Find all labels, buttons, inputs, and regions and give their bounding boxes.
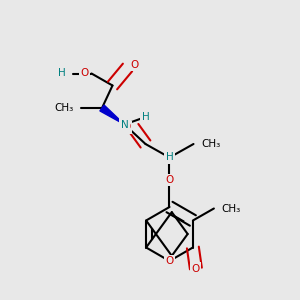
Text: CH₃: CH₃: [54, 103, 74, 113]
Polygon shape: [100, 105, 124, 124]
Text: CH₃: CH₃: [221, 203, 241, 214]
Text: CH₃: CH₃: [201, 139, 220, 149]
Text: O: O: [192, 263, 200, 274]
Text: N: N: [121, 119, 128, 130]
Text: O: O: [165, 256, 174, 266]
Text: H: H: [142, 112, 149, 122]
Text: O: O: [130, 59, 139, 70]
Text: H: H: [166, 152, 173, 163]
Text: O: O: [122, 122, 130, 133]
Text: H: H: [58, 68, 66, 79]
Text: O: O: [165, 175, 174, 185]
Text: O: O: [80, 68, 88, 79]
